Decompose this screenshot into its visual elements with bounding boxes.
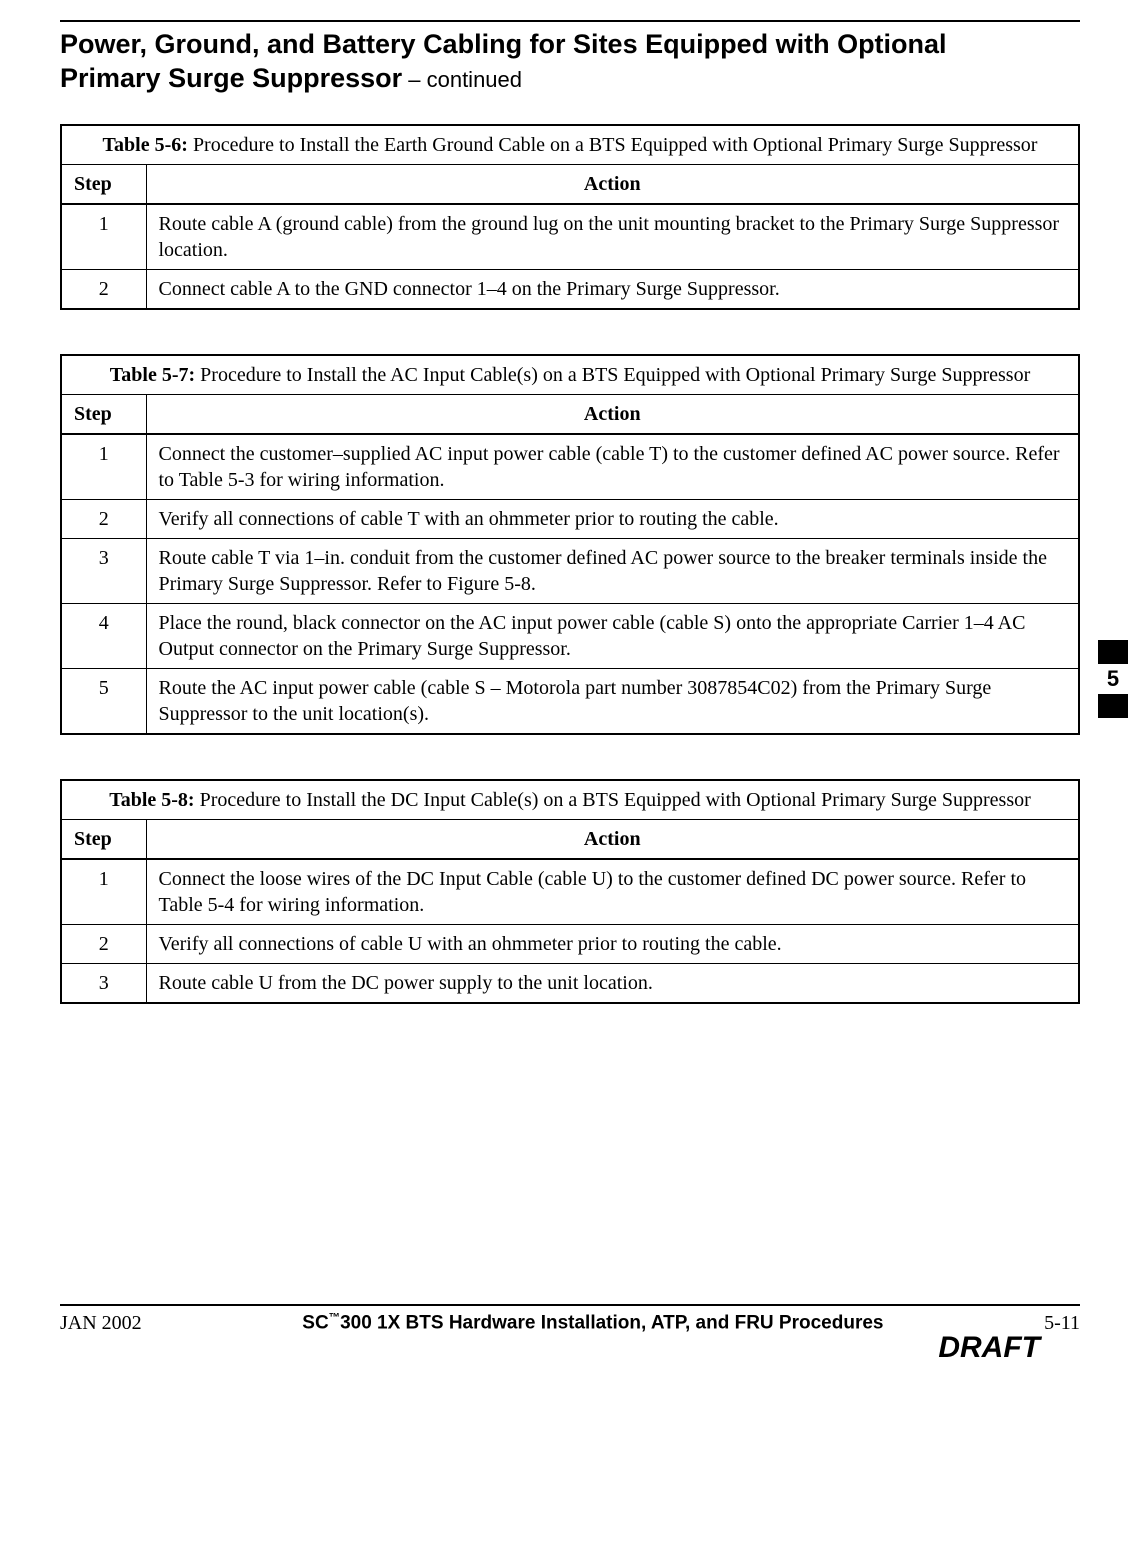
table-label: Table 5-6: <box>103 134 188 156</box>
table-row: 1Connect the customer–supplied AC input … <box>61 434 1079 500</box>
footer-rule <box>60 1304 1080 1306</box>
footer-page-number: 5-11 <box>1044 1312 1080 1335</box>
action-text: Connect the loose wires of the DC Input … <box>146 859 1079 925</box>
footer-doc-title: SC™300 1X BTS Hardware Installation, ATP… <box>142 1312 1044 1334</box>
side-tab: 5 <box>1098 640 1128 718</box>
step-number: 5 <box>61 668 146 734</box>
title-line1: Power, Ground, and Battery Cabling for S… <box>60 29 947 59</box>
table-row: 1Route cable A (ground cable) from the g… <box>61 204 1079 270</box>
column-header-action: Action <box>146 164 1079 204</box>
step-number: 1 <box>61 204 146 270</box>
action-text: Connect cable A to the GND connector 1–4… <box>146 269 1079 309</box>
table-caption: Table 5-6: Procedure to Install the Eart… <box>61 125 1079 165</box>
table-row: 3Route cable U from the DC power supply … <box>61 963 1079 1003</box>
step-number: 3 <box>61 538 146 603</box>
table-row: 2Verify all connections of cable T with … <box>61 499 1079 538</box>
side-tab-top-block <box>1098 640 1128 664</box>
action-text: Verify all connections of cable U with a… <box>146 924 1079 963</box>
column-header-action: Action <box>146 819 1079 859</box>
step-number: 2 <box>61 499 146 538</box>
table-caption: Table 5-7: Procedure to Install the AC I… <box>61 355 1079 395</box>
action-text: Place the round, black connector on the … <box>146 603 1079 668</box>
table-row: 2Connect cable A to the GND connector 1–… <box>61 269 1079 309</box>
footer-center-prefix: SC <box>302 1312 328 1333</box>
column-header-step: Step <box>61 164 146 204</box>
action-text: Route cable U from the DC power supply t… <box>146 963 1079 1003</box>
title-line2: Primary Surge Suppressor <box>60 63 402 93</box>
procedure-table: Table 5-6: Procedure to Install the Eart… <box>60 124 1080 310</box>
page-title: Power, Ground, and Battery Cabling for S… <box>60 28 1080 96</box>
procedure-table: Table 5-8: Procedure to Install the DC I… <box>60 779 1080 1004</box>
table-row: 4Place the round, black connector on the… <box>61 603 1079 668</box>
side-tab-bottom-block <box>1098 694 1128 718</box>
top-rule <box>60 20 1080 22</box>
title-continued: – continued <box>402 67 522 92</box>
step-number: 3 <box>61 963 146 1003</box>
column-header-step: Step <box>61 819 146 859</box>
column-header-action: Action <box>146 394 1079 434</box>
tables-container: Table 5-6: Procedure to Install the Eart… <box>60 124 1080 1004</box>
draft-watermark: DRAFT <box>60 1331 1040 1365</box>
footer: JAN 2002 SC™300 1X BTS Hardware Installa… <box>60 1304 1080 1365</box>
table-label: Table 5-7: <box>110 364 195 386</box>
footer-row: JAN 2002 SC™300 1X BTS Hardware Installa… <box>60 1312 1080 1335</box>
table-row: 5Route the AC input power cable (cable S… <box>61 668 1079 734</box>
step-number: 4 <box>61 603 146 668</box>
step-number: 1 <box>61 434 146 500</box>
table-row: 1Connect the loose wires of the DC Input… <box>61 859 1079 925</box>
step-number: 2 <box>61 924 146 963</box>
page: Power, Ground, and Battery Cabling for S… <box>0 0 1140 1385</box>
column-header-step: Step <box>61 394 146 434</box>
footer-center-suffix: 300 1X BTS Hardware Installation, ATP, a… <box>340 1312 883 1333</box>
action-text: Route cable T via 1–in. conduit from the… <box>146 538 1079 603</box>
step-number: 2 <box>61 269 146 309</box>
table-row: 2Verify all connections of cable U with … <box>61 924 1079 963</box>
action-text: Route cable A (ground cable) from the gr… <box>146 204 1079 270</box>
table-row: 3Route cable T via 1–in. conduit from th… <box>61 538 1079 603</box>
side-tab-number: 5 <box>1098 664 1128 694</box>
action-text: Connect the customer–supplied AC input p… <box>146 434 1079 500</box>
step-number: 1 <box>61 859 146 925</box>
table-caption: Table 5-8: Procedure to Install the DC I… <box>61 780 1079 820</box>
procedure-table: Table 5-7: Procedure to Install the AC I… <box>60 354 1080 735</box>
action-text: Verify all connections of cable T with a… <box>146 499 1079 538</box>
footer-date: JAN 2002 <box>60 1312 142 1335</box>
table-label: Table 5-8: <box>109 789 194 811</box>
footer-tm: ™ <box>329 1312 340 1324</box>
action-text: Route the AC input power cable (cable S … <box>146 668 1079 734</box>
